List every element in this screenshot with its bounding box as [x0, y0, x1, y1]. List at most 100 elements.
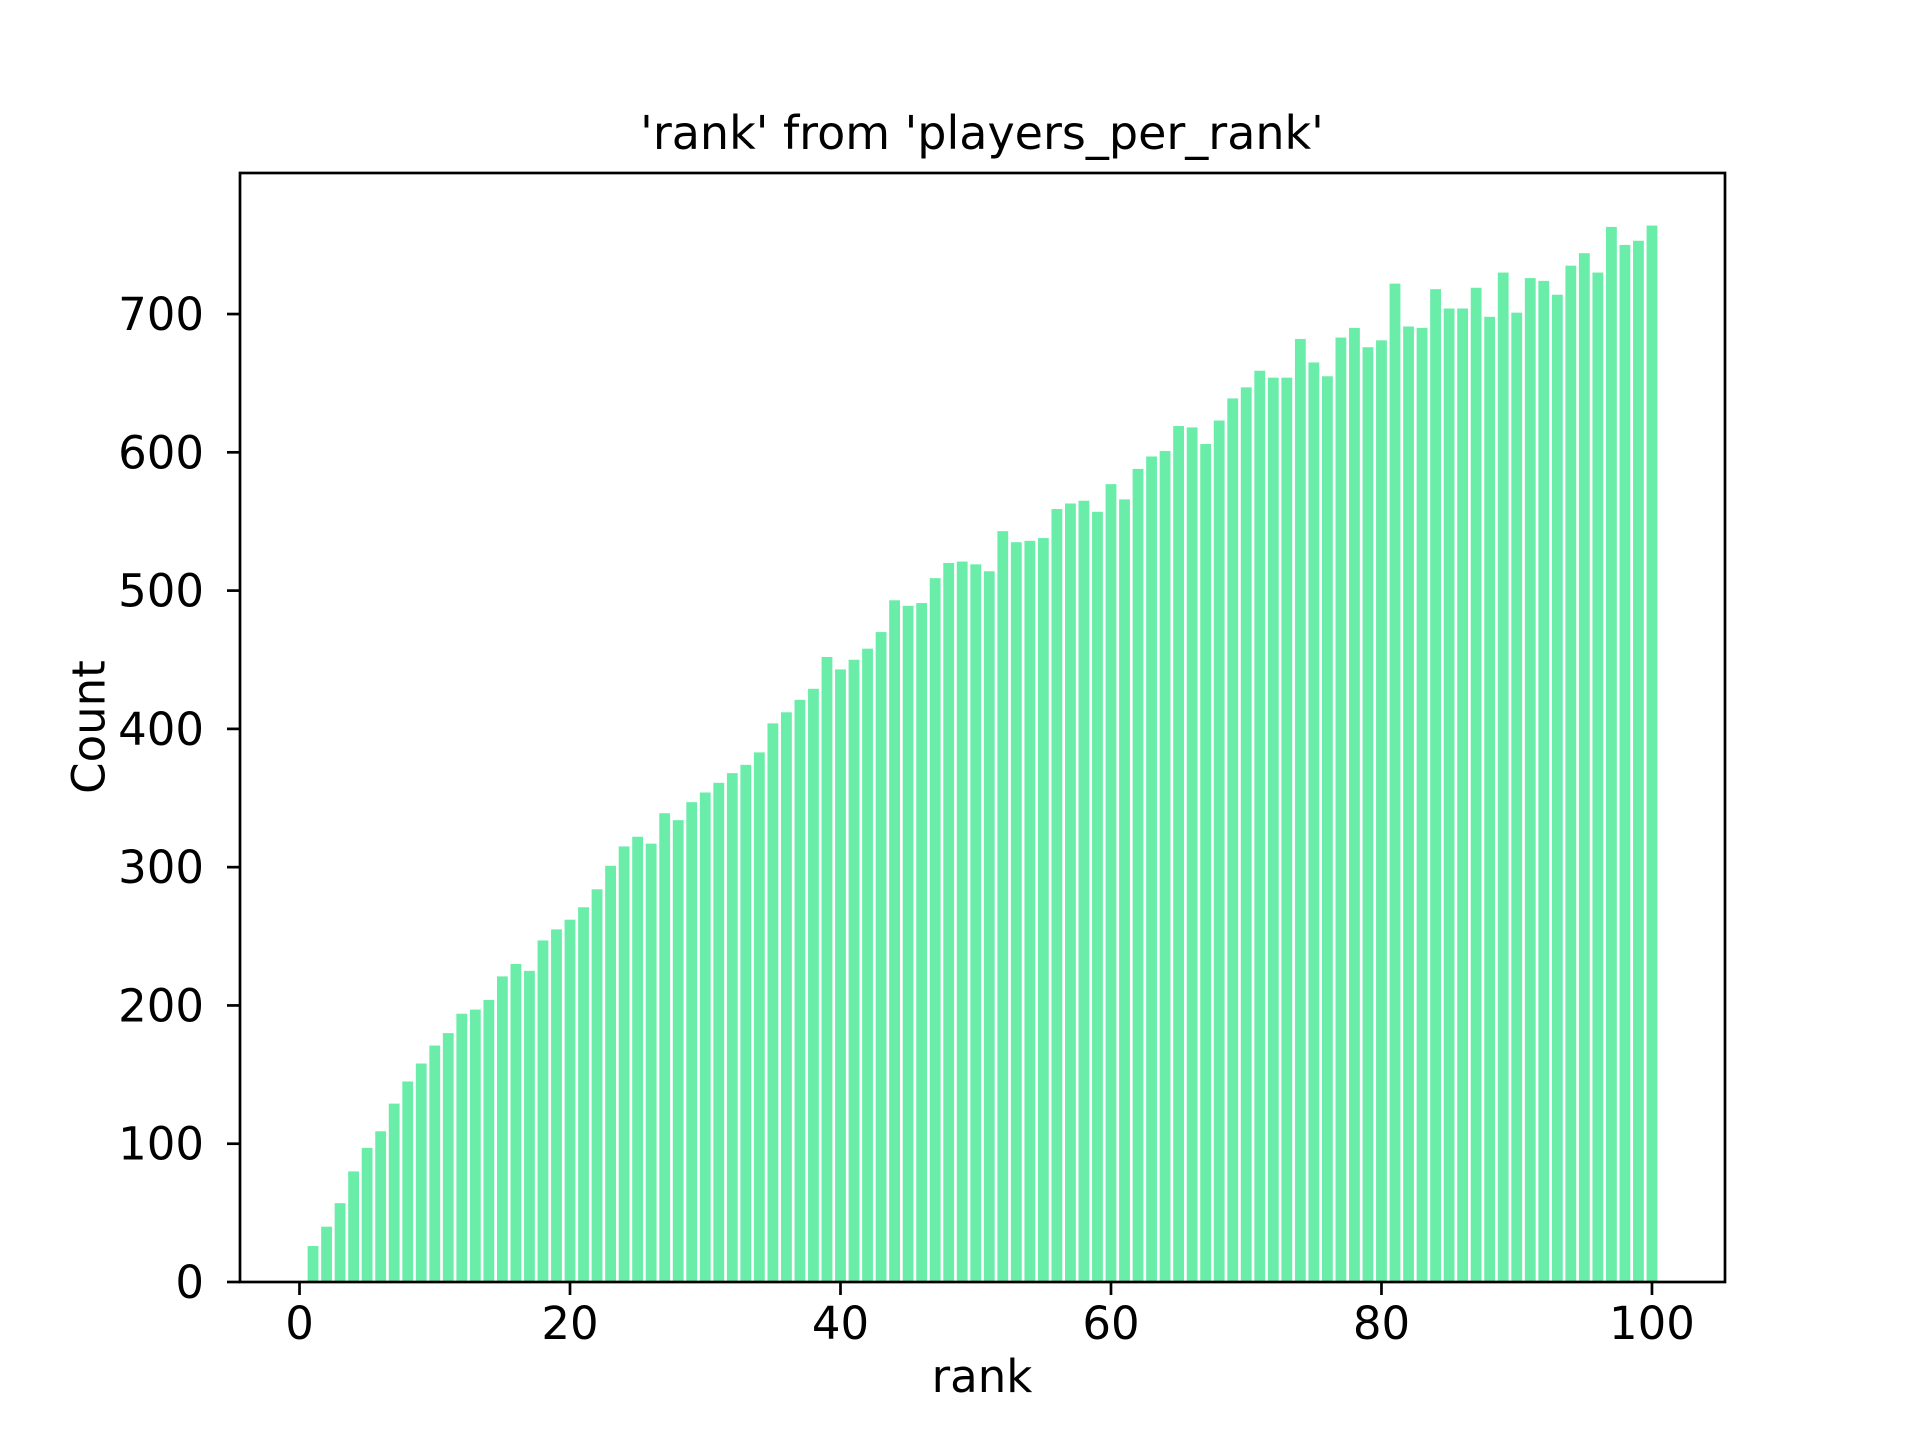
histogram-bar: [1227, 398, 1239, 1282]
histogram-bar: [699, 792, 711, 1282]
histogram-bar: [1551, 294, 1563, 1282]
histogram-bar: [645, 843, 657, 1282]
histogram-bar: [632, 836, 644, 1282]
histogram-bar: [1132, 468, 1144, 1282]
x-axis-label: rank: [931, 1350, 1033, 1403]
histogram-bar: [496, 976, 508, 1282]
histogram-bar: [1092, 511, 1103, 1282]
histogram-bar: [510, 963, 522, 1282]
histogram-bar: [1403, 326, 1414, 1282]
histogram-bar: [997, 531, 1009, 1282]
y-tick-label: 0: [175, 1256, 204, 1309]
histogram-bar: [1376, 340, 1387, 1282]
histogram-bar: [1619, 244, 1631, 1282]
histogram-bar: [1538, 280, 1550, 1282]
histogram-bar: [1633, 240, 1644, 1282]
histogram-bar: [1254, 370, 1266, 1282]
histogram-bar: [415, 1063, 427, 1282]
x-tick-label: 0: [285, 1297, 314, 1350]
y-tick-label: 200: [118, 979, 204, 1032]
histogram-bar: [902, 605, 914, 1282]
histogram-bar: [1105, 484, 1117, 1282]
histogram-bar: [1470, 287, 1482, 1282]
y-tick-label: 600: [118, 426, 204, 479]
histogram-bar: [388, 1103, 400, 1282]
y-axis-label: Count: [62, 660, 116, 794]
y-tick-label: 100: [118, 1118, 204, 1171]
histogram-bar: [1173, 426, 1185, 1282]
x-tick-label: 80: [1353, 1297, 1410, 1350]
histogram-bar: [1605, 226, 1617, 1283]
histogram-bar: [686, 802, 698, 1282]
histogram-bar: [1024, 540, 1036, 1282]
histogram-bar: [442, 1033, 454, 1282]
histogram-bar: [767, 723, 779, 1282]
histogram-bar: [1010, 542, 1022, 1282]
histogram-bar: [1294, 338, 1306, 1282]
histogram-bar: [780, 712, 792, 1282]
histogram-bar: [943, 562, 955, 1282]
histogram-bar: [862, 648, 873, 1282]
histogram-bar: [1349, 327, 1360, 1282]
y-tick-label: 300: [118, 841, 204, 894]
histogram-bar: [551, 929, 562, 1282]
histogram-bar: [1430, 289, 1441, 1282]
x-tick-label: 100: [1609, 1297, 1695, 1350]
histogram-bar: [1524, 278, 1536, 1283]
histogram-bar: [1457, 308, 1469, 1282]
histogram-bar: [307, 1246, 319, 1282]
histogram-bar: [1592, 272, 1604, 1282]
histogram-bar: [1119, 499, 1130, 1283]
x-tick-label: 60: [1082, 1297, 1139, 1350]
histogram-bar: [1335, 337, 1347, 1282]
histogram-bar: [835, 669, 846, 1282]
histogram-bar: [983, 571, 995, 1282]
y-tick-label: 400: [118, 703, 204, 756]
histogram-bar: [726, 773, 738, 1282]
histogram-bar: [1065, 503, 1076, 1282]
y-tick-label: 500: [118, 565, 204, 618]
histogram-bar: [794, 699, 806, 1282]
histogram-bar: [672, 820, 684, 1282]
histogram-bar: [1159, 450, 1171, 1282]
histogram-bar: [361, 1147, 373, 1282]
histogram-bar: [1389, 283, 1401, 1282]
histogram-bar: [1443, 308, 1455, 1282]
histogram-bar: [1578, 253, 1590, 1283]
axes-spines: [238, 171, 1727, 1284]
histogram-bar: [1146, 456, 1157, 1283]
histogram-bar: [1646, 225, 1658, 1282]
histogram-bar: [1308, 362, 1320, 1282]
histogram-bar: [808, 688, 819, 1282]
histogram-bar: [1051, 509, 1063, 1282]
histogram-bar: [929, 578, 941, 1282]
histogram-bar: [1511, 312, 1523, 1282]
histogram-bar: [375, 1131, 387, 1282]
histogram-bar: [740, 764, 752, 1282]
histogram-bar: [1037, 538, 1049, 1282]
histogram-bar: [402, 1081, 414, 1282]
histogram-bar: [591, 889, 603, 1282]
histogram-bar: [889, 600, 900, 1282]
histogram-bar: [1321, 376, 1333, 1282]
histogram-bar: [753, 752, 765, 1282]
histogram-bar: [713, 782, 725, 1282]
histogram-bar: [1281, 377, 1293, 1282]
histogram-bar: [618, 846, 630, 1282]
histogram-bar: [1497, 272, 1509, 1282]
histogram-bar: [469, 1009, 481, 1282]
histogram-bar: [848, 659, 860, 1282]
histogram-bar: [1416, 327, 1428, 1282]
x-tick-label: 40: [812, 1297, 869, 1350]
histogram-bar: [537, 940, 549, 1282]
histogram-bar: [483, 999, 495, 1282]
chart-title: 'rank' from 'players_per_rank': [640, 106, 1324, 160]
histogram-bar: [875, 632, 887, 1282]
y-tick-label: 700: [118, 288, 204, 341]
histogram-bar: [1213, 420, 1225, 1282]
histogram-bar: [605, 865, 616, 1282]
histogram-bar: [956, 561, 968, 1282]
histogram-bar: [970, 564, 982, 1282]
